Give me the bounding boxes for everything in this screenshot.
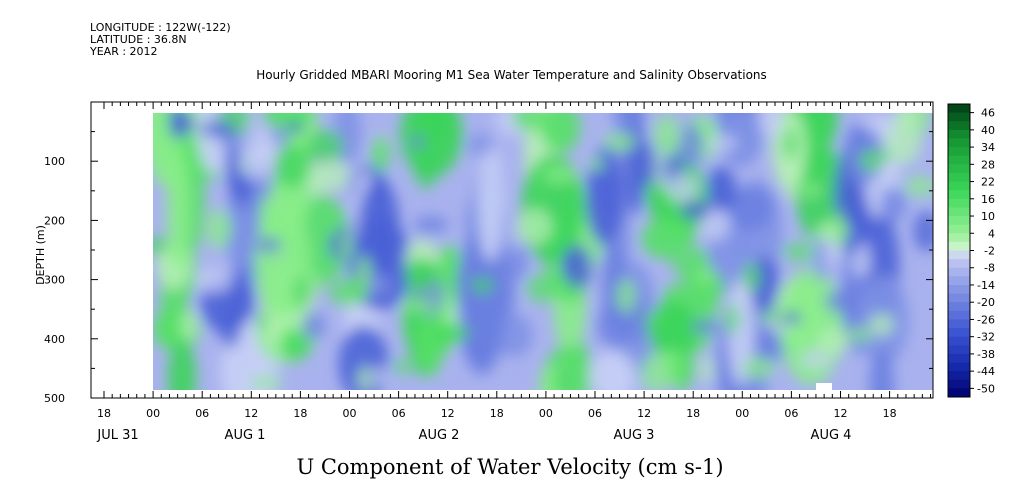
- colorbar-bin: [948, 129, 970, 139]
- longitude-label: LONGITUDE : 122W(-122): [90, 21, 231, 34]
- colorbar-bin: [948, 310, 970, 320]
- colorbar-bin: [948, 336, 970, 346]
- colorbar-bin: [948, 259, 970, 269]
- colorbar-label: 34: [981, 141, 995, 154]
- x-tick-label: 06: [588, 407, 602, 420]
- x-tick-label: 00: [539, 407, 553, 420]
- colorbar-label: 10: [981, 210, 995, 223]
- colorbar-bin: [948, 172, 970, 182]
- year-label: YEAR : 2012: [90, 45, 158, 58]
- x-tick-label: 06: [392, 407, 406, 420]
- colorbar-label: -32: [977, 331, 995, 344]
- header-metadata: LONGITUDE : 122W(-122) LATITUDE : 36.8N …: [90, 22, 231, 58]
- colorbar-bin: [948, 181, 970, 191]
- y-tick-label: 400: [44, 333, 65, 346]
- colorbar-bin: [948, 250, 970, 260]
- x-tick-label: 06: [195, 407, 209, 420]
- x-tick-label: 12: [441, 407, 455, 420]
- colorbar-bin: [948, 198, 970, 208]
- colorbar-bin: [948, 147, 970, 157]
- colorbar-label: -50: [977, 382, 995, 395]
- y-tick-label: 100: [44, 155, 65, 168]
- colorbar-bin: [948, 388, 970, 398]
- y-tick-label: 200: [44, 214, 65, 227]
- x-date-label: AUG 3: [614, 428, 655, 443]
- colorbar-bin: [948, 112, 970, 122]
- x-tick-label: 12: [637, 407, 651, 420]
- x-date-label: JUL 31: [96, 428, 138, 443]
- colorbar-label: 16: [981, 193, 995, 206]
- colorbar-label: -20: [977, 296, 995, 309]
- y-tick-label: 500: [44, 392, 65, 405]
- colorbar-bin: [948, 224, 970, 234]
- colorbar-bin: [948, 379, 970, 389]
- colorbar-bin: [948, 216, 970, 226]
- colorbar-bin: [948, 241, 970, 251]
- y-tick-label: 300: [44, 274, 65, 287]
- colorbar-bin: [948, 207, 970, 217]
- colorbar-label: -8: [984, 262, 995, 275]
- colorbar-bin: [948, 190, 970, 200]
- x-tick-label: 00: [735, 407, 749, 420]
- latitude-label: LATITUDE : 36.8N: [90, 33, 187, 46]
- colorbar-bin: [948, 362, 970, 372]
- colorbar-label: -26: [977, 313, 995, 326]
- missing-data-patch: [816, 383, 832, 390]
- x-tick-label: 18: [490, 407, 504, 420]
- colorbar-bin: [948, 319, 970, 329]
- colorbar-bin: [948, 328, 970, 338]
- colorbar-label: 28: [981, 158, 995, 171]
- colorbar-bin: [948, 345, 970, 355]
- colorbar-bin: [948, 121, 970, 131]
- colorbar-bin: [948, 164, 970, 174]
- colorbar-bin: [948, 353, 970, 363]
- x-tick-label: 18: [686, 407, 700, 420]
- x-tick-label: 00: [146, 407, 160, 420]
- y-axis-label: DEPTH (m): [34, 225, 47, 285]
- x-axis-label: U Component of Water Velocity (cm s-1): [296, 455, 724, 479]
- field-contours: [153, 113, 933, 390]
- colorbar-bin: [948, 155, 970, 165]
- colorbar-label: 22: [981, 176, 995, 189]
- x-tick-label: 18: [883, 407, 897, 420]
- colorbar-label: 4: [988, 227, 995, 240]
- x-tick-label: 18: [293, 407, 307, 420]
- colorbar-label: 40: [981, 124, 995, 137]
- x-date-label: AUG 4: [811, 428, 852, 443]
- colorbar-bin: [948, 104, 970, 114]
- x-tick-label: 12: [244, 407, 258, 420]
- colorbar-bin: [948, 138, 970, 148]
- colorbar-bin: [948, 371, 970, 381]
- x-tick-label: 00: [343, 407, 357, 420]
- x-axis-ticks: 18 00 06 12 18 00 06 12 18 00 06 12 18 00 06 12 18 JUL 31…: [96, 102, 932, 443]
- colorbar-label: -2: [984, 245, 995, 258]
- colorbar-label: 46: [981, 107, 995, 120]
- x-tick-label: 06: [784, 407, 798, 420]
- y-axis-ticks: 100 200 300 400 500: [44, 131, 933, 405]
- x-date-label: AUG 1: [225, 428, 266, 443]
- x-date-label: AUG 2: [419, 428, 460, 443]
- colorbar-bin: [948, 267, 970, 277]
- colorbar-bin: [948, 276, 970, 286]
- colorbar-bin: [948, 284, 970, 294]
- colorbar-bin: [948, 293, 970, 303]
- x-tick-label: 12: [834, 407, 848, 420]
- x-tick-label: 18: [97, 407, 111, 420]
- colorbar-bin: [948, 233, 970, 243]
- colorbar-label: -44: [977, 365, 995, 378]
- colorbar-bin: [948, 302, 970, 312]
- colorbar-label: -14: [977, 279, 995, 292]
- colorbar-label: -38: [977, 348, 995, 361]
- chart-title: Hourly Gridded MBARI Mooring M1 Sea Wate…: [256, 68, 767, 82]
